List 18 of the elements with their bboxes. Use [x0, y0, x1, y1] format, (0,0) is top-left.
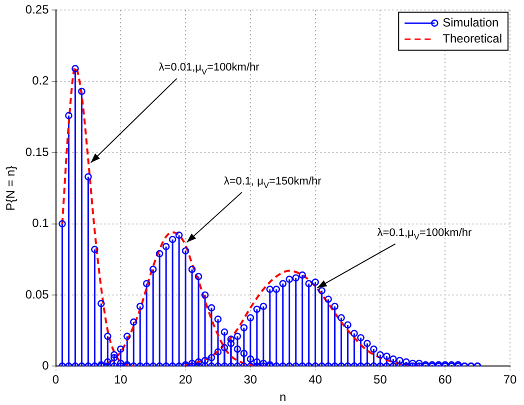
x-axis-title: n	[280, 390, 286, 404]
x-tick-label: 70	[503, 372, 517, 387]
legend-label: Theoretical	[442, 32, 502, 46]
y-tick-label: 0	[42, 358, 50, 373]
x-tick-label: 20	[178, 372, 193, 387]
x-tick-label: 30	[244, 372, 258, 387]
x-tick-label: 10	[114, 372, 128, 387]
y-tick-label: 0.1	[32, 216, 50, 230]
y-axis-title: P{N = n}	[4, 166, 18, 211]
legend-label: Simulation	[442, 16, 499, 30]
y-tick-label: 0.05	[25, 287, 50, 302]
y-tick-label: 0.25	[25, 2, 50, 17]
x-tick-label: 50	[374, 372, 388, 387]
x-tick-label: 60	[438, 372, 452, 387]
y-tick-label: 0.2	[32, 74, 50, 88]
x-tick-label: 0	[52, 372, 60, 387]
x-tick-label: 40	[308, 372, 322, 387]
y-tick-label: 0.15	[25, 144, 50, 159]
